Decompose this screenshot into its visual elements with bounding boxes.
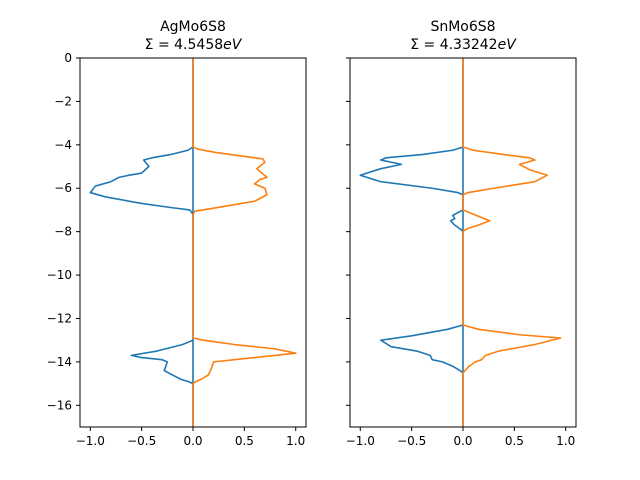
sigma-prefix: Σ = — [145, 37, 174, 53]
sigma-prefix: Σ = — [410, 37, 439, 53]
panel-title: SnMo6S8 — [430, 19, 495, 35]
sigma-unit: eV — [498, 37, 518, 53]
x-tick-label: 0.5 — [235, 434, 254, 448]
series-line-1 — [192, 58, 297, 427]
y-tick-label: −10 — [47, 268, 72, 282]
series-group — [89, 58, 297, 427]
series-group — [359, 58, 562, 427]
panel-subtitle: Σ = 4.5458eV — [145, 37, 243, 53]
x-tick-label: 0.0 — [453, 434, 472, 448]
series-line-0 — [359, 58, 464, 427]
y-tick-label: −2 — [54, 94, 72, 108]
x-tick-label: −0.5 — [127, 434, 156, 448]
y-tick-label: 0 — [64, 51, 72, 65]
series-line-1 — [462, 58, 562, 427]
y-tick-label: −6 — [54, 181, 72, 195]
sigma-unit: eV — [223, 37, 243, 53]
panel-title: AgMo6S8 — [160, 19, 226, 35]
plot-area: −1.0 −0.5 0.0 0.5 1.0 0 −2 −4 −6 −8 −10 −12 −14 −16 — [47, 51, 307, 448]
y-tick-label: −14 — [47, 355, 72, 369]
x-tick-label: −1.0 — [76, 434, 105, 448]
panel-snmo6s8: SnMo6S8 Σ = 4.33242eV −1.0 −0.5 0.0 0.5 1.0 — [346, 19, 577, 448]
panel-agmo6s8: AgMo6S8 Σ = 4.5458eV −1.0 −0.5 0.0 0.5 1.00−… — [47, 19, 307, 448]
x-tick-label: 1.0 — [556, 434, 575, 448]
y-tick-label: −12 — [47, 311, 72, 325]
y-tick-label: −8 — [54, 225, 72, 239]
plot-area: −1.0 −0.5 0.0 0.5 1.0 — [346, 57, 577, 448]
x-tick-label: 1.0 — [286, 434, 305, 448]
x-tick-label: 0.5 — [505, 434, 524, 448]
y-tick-label: −16 — [47, 398, 72, 412]
x-tick-label: −0.5 — [397, 434, 426, 448]
panel-subtitle: Σ = 4.33242eV — [410, 37, 517, 53]
sigma-value: 4.33242 — [440, 37, 498, 53]
sigma-value: 4.5458 — [174, 37, 223, 53]
series-line-0 — [89, 58, 194, 427]
x-tick-label: −1.0 — [346, 434, 375, 448]
y-tick-label: −4 — [54, 138, 72, 152]
x-tick-label: 0.0 — [183, 434, 202, 448]
